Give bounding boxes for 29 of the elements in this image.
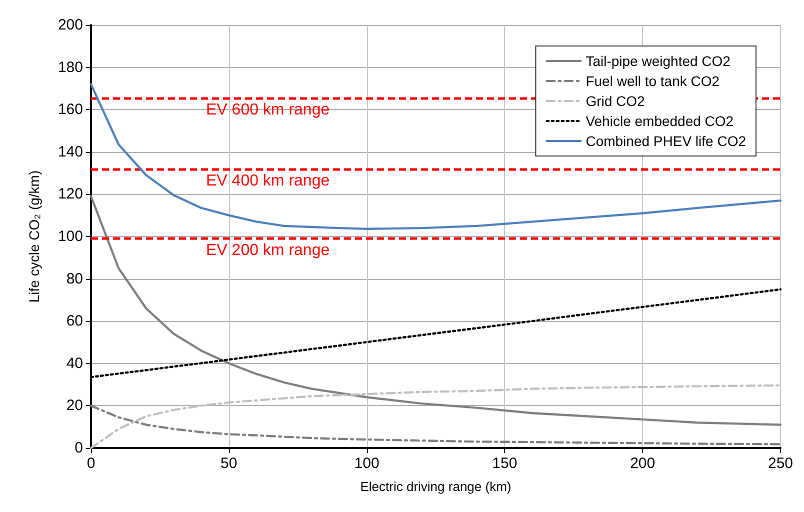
x-tick-label: 150 [492,455,518,472]
legend-label: Grid CO2 [586,93,646,109]
line-series [90,195,782,426]
x-tick-label: 100 [354,455,380,472]
line-series [90,404,782,446]
ref-line-label: EV 600 km range [206,101,330,118]
y-tick-label: 140 [58,143,83,160]
y-tick-label: 200 [58,16,83,34]
y-tick-label: 180 [58,58,83,76]
x-tick-label: 250 [768,455,793,472]
y-tick-label: 120 [58,186,83,203]
legend-label: Combined PHEV life CO2 [586,133,746,149]
y-tick-label: 160 [58,101,83,118]
y-tick-label: 60 [66,312,83,330]
ref-line-label: EV 400 km range [206,172,330,190]
y-tick-label: 20 [66,397,83,414]
x-tick-label: 200 [630,455,656,472]
y-tick-label: 80 [66,270,83,288]
legend-label: Fuel well to tank CO2 [586,73,720,89]
legend-label: Tail-pipe weighted CO2 [586,53,731,69]
ref-line-label: EV 200 km range [206,242,330,260]
y-tick-label: 0 [74,440,83,456]
legend-label: Vehicle embedded CO2 [586,113,734,129]
y-tick-label: 40 [66,354,83,372]
x-tick-label: 50 [220,455,238,472]
x-tick-label: 0 [86,455,96,472]
x-axis-title: Electric driving range (km) [360,479,512,494]
y-tick-label: 100 [58,228,83,245]
y-axis-title: Life cycle CO₂ (g/km) [26,170,42,303]
